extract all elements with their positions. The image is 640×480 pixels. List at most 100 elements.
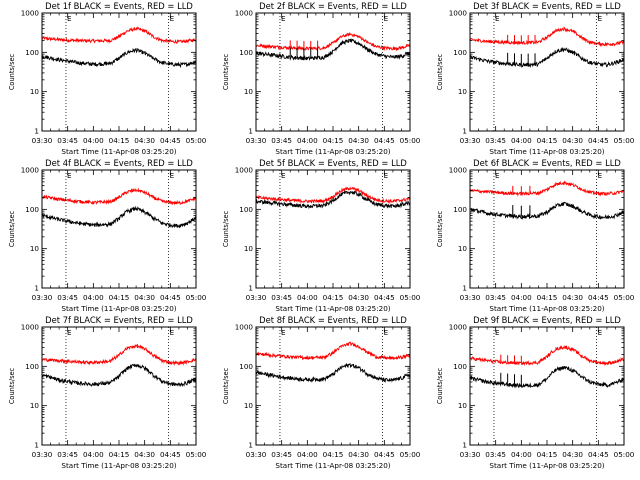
- plot-frame: [469, 169, 625, 289]
- x-axis-label: Start Time (11-Apr-08 03:25:20): [489, 461, 604, 470]
- y-tick-label: 10: [30, 244, 40, 253]
- x-tick-label: 04:00: [297, 293, 318, 302]
- x-tick-label: 03:45: [57, 450, 78, 459]
- events-series-line: [255, 362, 411, 384]
- x-tick-label: 03:45: [57, 293, 78, 302]
- y-tick-label: 100: [239, 48, 253, 57]
- marker-label: E: [384, 14, 389, 23]
- events-series-line: [41, 363, 197, 388]
- x-axis-label: Start Time (11-Apr-08 03:25:20): [61, 461, 176, 470]
- y-tick-label: 1: [248, 441, 253, 450]
- y-tick-label: 10: [244, 87, 254, 96]
- panel-title: Det 7f BLACK = Events, RED = LLD: [45, 315, 193, 325]
- detector-panel: Det 6f BLACK = Events, RED = LLD Counts/s…: [436, 158, 635, 313]
- x-tick-label: 04:15: [323, 136, 344, 145]
- y-tick-label: 1: [462, 127, 467, 136]
- x-tick-label: 04:00: [511, 450, 532, 459]
- x-axis-label: Start Time (11-Apr-08 03:25:20): [275, 147, 390, 156]
- y-tick-label: 1: [462, 284, 467, 293]
- y-tick-label: 1000: [235, 166, 254, 175]
- plot-frame: [255, 12, 411, 132]
- x-axis-label: Start Time (11-Apr-08 03:25:20): [489, 304, 604, 313]
- plot-frame: [255, 169, 411, 289]
- x-tick-label: 05:00: [186, 293, 207, 302]
- x-tick-label: 04:45: [160, 293, 181, 302]
- y-tick-label: 1000: [235, 9, 254, 18]
- y-tick-label: 100: [239, 205, 253, 214]
- detector-panel: Det 4f BLACK = Events, RED = LLD Counts/s…: [8, 158, 207, 313]
- y-tick-label: 1: [462, 441, 467, 450]
- y-tick-label: 10: [244, 401, 254, 410]
- marker-label: E: [67, 171, 72, 180]
- x-tick-label: 05:00: [400, 293, 421, 302]
- x-tick-label: 05:00: [614, 136, 635, 145]
- x-tick-label: 04:30: [562, 293, 583, 302]
- x-tick-label: 04:30: [134, 136, 155, 145]
- x-tick-label: 03:45: [57, 136, 78, 145]
- x-tick-label: 04:00: [511, 136, 532, 145]
- x-tick-label: 04:00: [297, 450, 318, 459]
- lld-series-line: [469, 344, 625, 367]
- x-tick-label: 04:30: [348, 293, 369, 302]
- x-tick-label: 03:45: [271, 136, 292, 145]
- y-tick-label: 1000: [449, 323, 468, 332]
- y-tick-label: 1000: [21, 9, 40, 18]
- lld-series-line: [41, 343, 197, 366]
- x-tick-label: 04:45: [374, 293, 395, 302]
- x-tick-label: 03:30: [246, 136, 267, 145]
- plot-frame: [41, 169, 197, 289]
- marker-label: E: [598, 14, 603, 23]
- y-tick-label: 1: [248, 284, 253, 293]
- plot-frame: [41, 326, 197, 446]
- x-tick-label: 04:45: [160, 450, 181, 459]
- events-series-line: [41, 205, 197, 228]
- detector-panel: Det 8f BLACK = Events, RED = LLD Counts/s…: [222, 315, 421, 470]
- x-tick-label: 04:00: [297, 136, 318, 145]
- marker-label: E: [598, 328, 603, 337]
- x-tick-label: 03:30: [32, 293, 53, 302]
- y-tick-label: 10: [30, 401, 40, 410]
- x-tick-label: 04:30: [562, 136, 583, 145]
- x-tick-label: 03:45: [485, 450, 506, 459]
- x-tick-label: 05:00: [614, 450, 635, 459]
- y-tick-label: 100: [239, 362, 253, 371]
- marker-label: E: [495, 328, 500, 337]
- lld-series-line: [41, 187, 197, 206]
- panel-title: Det 2f BLACK = Events, RED = LLD: [259, 1, 407, 11]
- x-tick-label: 05:00: [400, 450, 421, 459]
- x-tick-label: 03:45: [271, 293, 292, 302]
- detector-panel: Det 3f BLACK = Events, RED = LLD Counts/s…: [436, 1, 635, 156]
- x-tick-label: 04:00: [511, 293, 532, 302]
- panel-title: Det 8f BLACK = Events, RED = LLD: [259, 315, 407, 325]
- events-series-line: [255, 38, 411, 62]
- detector-panel: Det 9f BLACK = Events, RED = LLD Counts/s…: [436, 315, 635, 470]
- x-tick-label: 03:30: [246, 293, 267, 302]
- marker-label: E: [170, 328, 175, 337]
- y-axis-label: Counts/sec: [222, 53, 230, 90]
- y-tick-label: 100: [25, 205, 39, 214]
- marker-label: E: [67, 328, 72, 337]
- y-axis-label: Counts/sec: [8, 367, 16, 404]
- marker-label: E: [67, 14, 72, 23]
- events-series-line: [41, 47, 197, 69]
- x-tick-label: 04:15: [109, 136, 130, 145]
- marker-label: E: [384, 171, 389, 180]
- x-axis-label: Start Time (11-Apr-08 03:25:20): [275, 461, 390, 470]
- y-axis-label: Counts/sec: [8, 210, 16, 247]
- events-series-line: [469, 365, 625, 389]
- lld-series-line: [255, 341, 411, 361]
- x-tick-label: 03:30: [460, 293, 481, 302]
- y-tick-label: 100: [25, 362, 39, 371]
- x-tick-label: 03:30: [246, 450, 267, 459]
- x-tick-label: 03:30: [32, 136, 53, 145]
- y-tick-label: 10: [458, 87, 468, 96]
- y-tick-label: 1000: [449, 9, 468, 18]
- y-tick-label: 10: [244, 244, 254, 253]
- x-tick-label: 04:45: [374, 450, 395, 459]
- y-axis-label: Counts/sec: [8, 53, 16, 90]
- marker-label: E: [281, 171, 286, 180]
- x-tick-label: 04:30: [348, 136, 369, 145]
- y-tick-label: 100: [453, 205, 467, 214]
- marker-label: E: [495, 14, 500, 23]
